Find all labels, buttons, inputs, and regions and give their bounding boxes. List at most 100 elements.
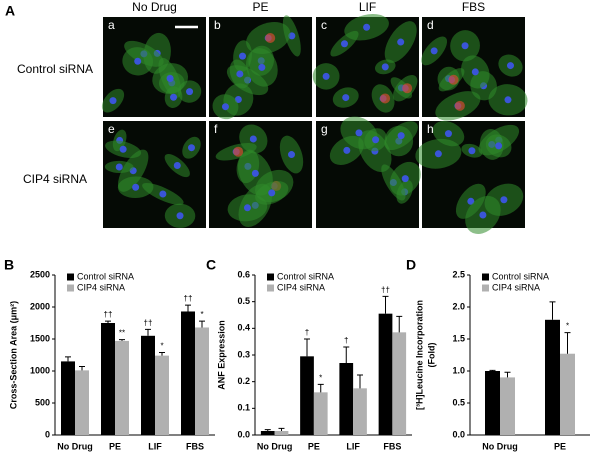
- stain: [233, 146, 244, 157]
- micrograph: e: [103, 121, 206, 228]
- y-tick-label: 0.2: [237, 376, 250, 386]
- significance-label: **: [119, 329, 125, 338]
- micrograph: g: [316, 116, 421, 228]
- nucleus: [173, 162, 181, 170]
- significance-label: *: [200, 310, 203, 319]
- row-label: CIP4 siRNA: [23, 172, 87, 186]
- y-tick-label: 0.4: [237, 323, 250, 333]
- bar: [560, 353, 575, 435]
- bar: [339, 363, 354, 435]
- bar: [155, 355, 169, 435]
- error-bar: [79, 366, 85, 371]
- nucleus: [372, 136, 380, 144]
- y-tick-label: 0.6: [237, 269, 250, 279]
- y-tick-label: 1000: [30, 365, 50, 375]
- error-bar: [504, 371, 511, 378]
- legend-label: CIP4 siRNA: [77, 282, 125, 292]
- stain: [265, 33, 276, 44]
- error-bar: [489, 369, 496, 371]
- bar: [115, 340, 129, 435]
- bar: [392, 332, 407, 435]
- legend-swatch: [267, 273, 274, 281]
- y-tick-label: 0.0: [237, 429, 250, 439]
- nucleus: [176, 212, 184, 220]
- image-letter: d: [427, 18, 434, 32]
- nucleus: [504, 96, 512, 104]
- y-axis-label: ANF Expression: [216, 320, 226, 390]
- bar: [101, 323, 115, 435]
- x-tick-label: PE: [109, 441, 121, 451]
- nucleus: [430, 47, 438, 55]
- nucleus: [221, 103, 229, 111]
- nucleus: [243, 204, 251, 212]
- panel-label: B: [4, 257, 14, 273]
- legend-label: CIP4 siRNA: [492, 282, 540, 292]
- bar: [353, 388, 367, 435]
- significance-label: *: [160, 342, 163, 351]
- column-header: PE: [252, 0, 268, 14]
- nucleus: [467, 197, 475, 205]
- image-letter: g: [321, 122, 328, 136]
- legend-label: Control siRNA: [277, 271, 334, 281]
- y-tick-label: 1.5: [452, 333, 465, 343]
- y-tick-label: 0.5: [237, 296, 250, 306]
- significance-label: ††: [104, 310, 113, 319]
- nucleus: [461, 42, 469, 50]
- nucleus: [132, 183, 140, 191]
- y-axis-label: (Fold): [426, 343, 436, 368]
- micrograph: b: [209, 15, 312, 120]
- x-tick-label: No Drug: [482, 441, 518, 451]
- micrograph: a: [101, 17, 206, 117]
- nucleus: [401, 175, 409, 183]
- bar: [378, 313, 393, 435]
- column-header: No Drug: [132, 0, 177, 14]
- y-tick-label: 500: [35, 397, 50, 407]
- stain: [402, 83, 413, 94]
- error-bar: [65, 356, 71, 362]
- x-tick-label: No Drug: [257, 441, 293, 451]
- micrograph: f: [209, 121, 312, 228]
- bar: [141, 335, 155, 435]
- nucleus: [119, 145, 127, 153]
- error-bar: [199, 320, 205, 328]
- error-bar: [317, 383, 324, 393]
- error-bar: [278, 427, 285, 431]
- nucleus: [434, 150, 442, 158]
- x-tick-label: No Drug: [57, 441, 93, 451]
- error-bar: [343, 346, 350, 363]
- nucleus: [355, 129, 363, 137]
- significance-label: †: [305, 328, 309, 337]
- legend-swatch: [67, 273, 74, 281]
- image-letter: b: [214, 18, 221, 32]
- x-tick-label: LIF: [346, 441, 360, 451]
- x-tick-label: FBS: [383, 441, 401, 451]
- x-tick-label: FBS: [186, 441, 204, 451]
- nucleus: [363, 23, 371, 31]
- y-tick-label: 0: [45, 429, 50, 439]
- legend-swatch: [267, 284, 274, 292]
- error-bar: [304, 338, 311, 357]
- error-bar: [105, 320, 111, 323]
- panel-label: D: [406, 257, 416, 273]
- nucleus: [236, 70, 244, 78]
- significance-label: †: [344, 336, 348, 345]
- nucleus: [109, 97, 117, 105]
- error-bar: [185, 304, 191, 312]
- nucleus: [479, 211, 487, 219]
- bar: [181, 311, 195, 435]
- bar: [485, 371, 500, 435]
- bar: [313, 392, 328, 435]
- bar: [500, 377, 515, 435]
- nucleus: [170, 93, 178, 101]
- bar: [300, 356, 314, 435]
- legend-swatch: [482, 273, 489, 281]
- column-header: LIF: [359, 0, 376, 14]
- panel-label: A: [5, 3, 15, 19]
- nucleus: [166, 75, 174, 83]
- bar: [195, 327, 209, 435]
- y-axis-label: Cross-Section Area (μm²): [8, 301, 18, 409]
- nucleus: [500, 196, 508, 204]
- legend-label: Control siRNA: [492, 271, 549, 281]
